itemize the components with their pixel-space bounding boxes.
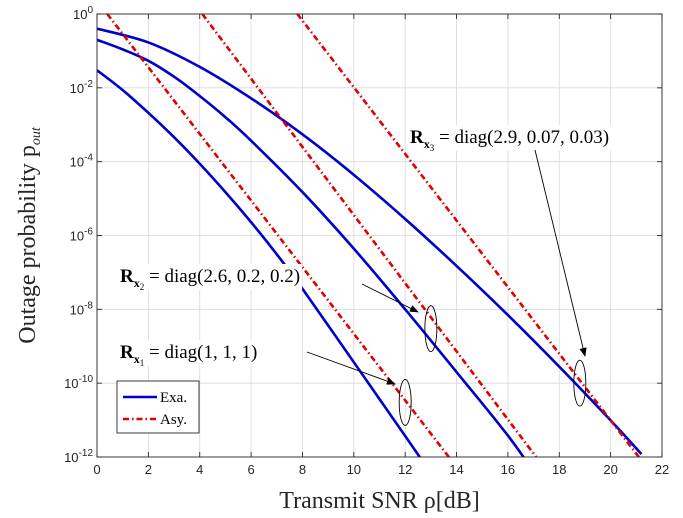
- y-tick-label: 10-2: [70, 79, 94, 96]
- annotation-label-2: Rx2 = diag(2.6, 0.2, 0.2): [120, 266, 300, 292]
- y-axis-title: Outage probability pout: [15, 126, 44, 344]
- y-tick-label: 10-6: [70, 227, 94, 244]
- annotation-bg-2: [118, 264, 303, 290]
- series-group: [97, 14, 643, 457]
- x-tick-label: 20: [603, 462, 617, 477]
- y-tick-label: 100: [73, 5, 93, 22]
- x-tick-label: 4: [196, 462, 203, 477]
- annotation-arrow-3: [534, 149, 587, 357]
- series-line-asymptotic-4: [106, 14, 450, 457]
- annotation-bg-3: [408, 125, 612, 151]
- y-tick-label: 10-10: [64, 374, 93, 391]
- x-tick-label: 22: [655, 462, 669, 477]
- series-line-exact-3: [97, 27, 643, 455]
- legend-label-2: Asy.: [160, 412, 187, 428]
- annotation-ellipse-1: [398, 379, 412, 426]
- legend-box: [116, 380, 200, 434]
- x-tick-label: 2: [145, 462, 152, 477]
- annotation-arrow-2: [361, 283, 419, 313]
- annotation-ellipse-2: [424, 305, 438, 353]
- y-tick-label: 10-12: [64, 448, 93, 465]
- x-tick-label: 18: [552, 462, 566, 477]
- series-line-asymptotic-5: [201, 14, 538, 457]
- annotation-label-1: Rx1 = diag(1, 1, 1): [120, 342, 257, 368]
- x-tick-label: 12: [398, 462, 412, 477]
- y-tick-label: 10-4: [70, 153, 94, 170]
- annotation-label-3: Rx3 = diag(2.9, 0.07, 0.03): [410, 127, 609, 153]
- x-tick-label: 10: [347, 462, 361, 477]
- legend: Exa. Asy.: [116, 380, 200, 434]
- x-tick-label: 16: [501, 462, 515, 477]
- annotation-arrow-1: [306, 351, 396, 385]
- x-tick-label: 0: [93, 462, 100, 477]
- y-tick-label: 10-8: [70, 300, 94, 317]
- x-tick-label: 8: [299, 462, 306, 477]
- x-tick-label: 14: [449, 462, 463, 477]
- annotation-ellipse-3: [573, 359, 587, 407]
- x-axis-title: Transmit SNR ρ[dB]: [279, 488, 479, 514]
- annotation-bg-1: [118, 340, 260, 366]
- legend-label-1: Exa.: [160, 390, 187, 406]
- series-line-exact-1: [97, 69, 422, 457]
- series-line-asymptotic-6: [296, 14, 640, 457]
- x-tick-label: 6: [247, 462, 254, 477]
- series-line-exact-2: [97, 38, 526, 457]
